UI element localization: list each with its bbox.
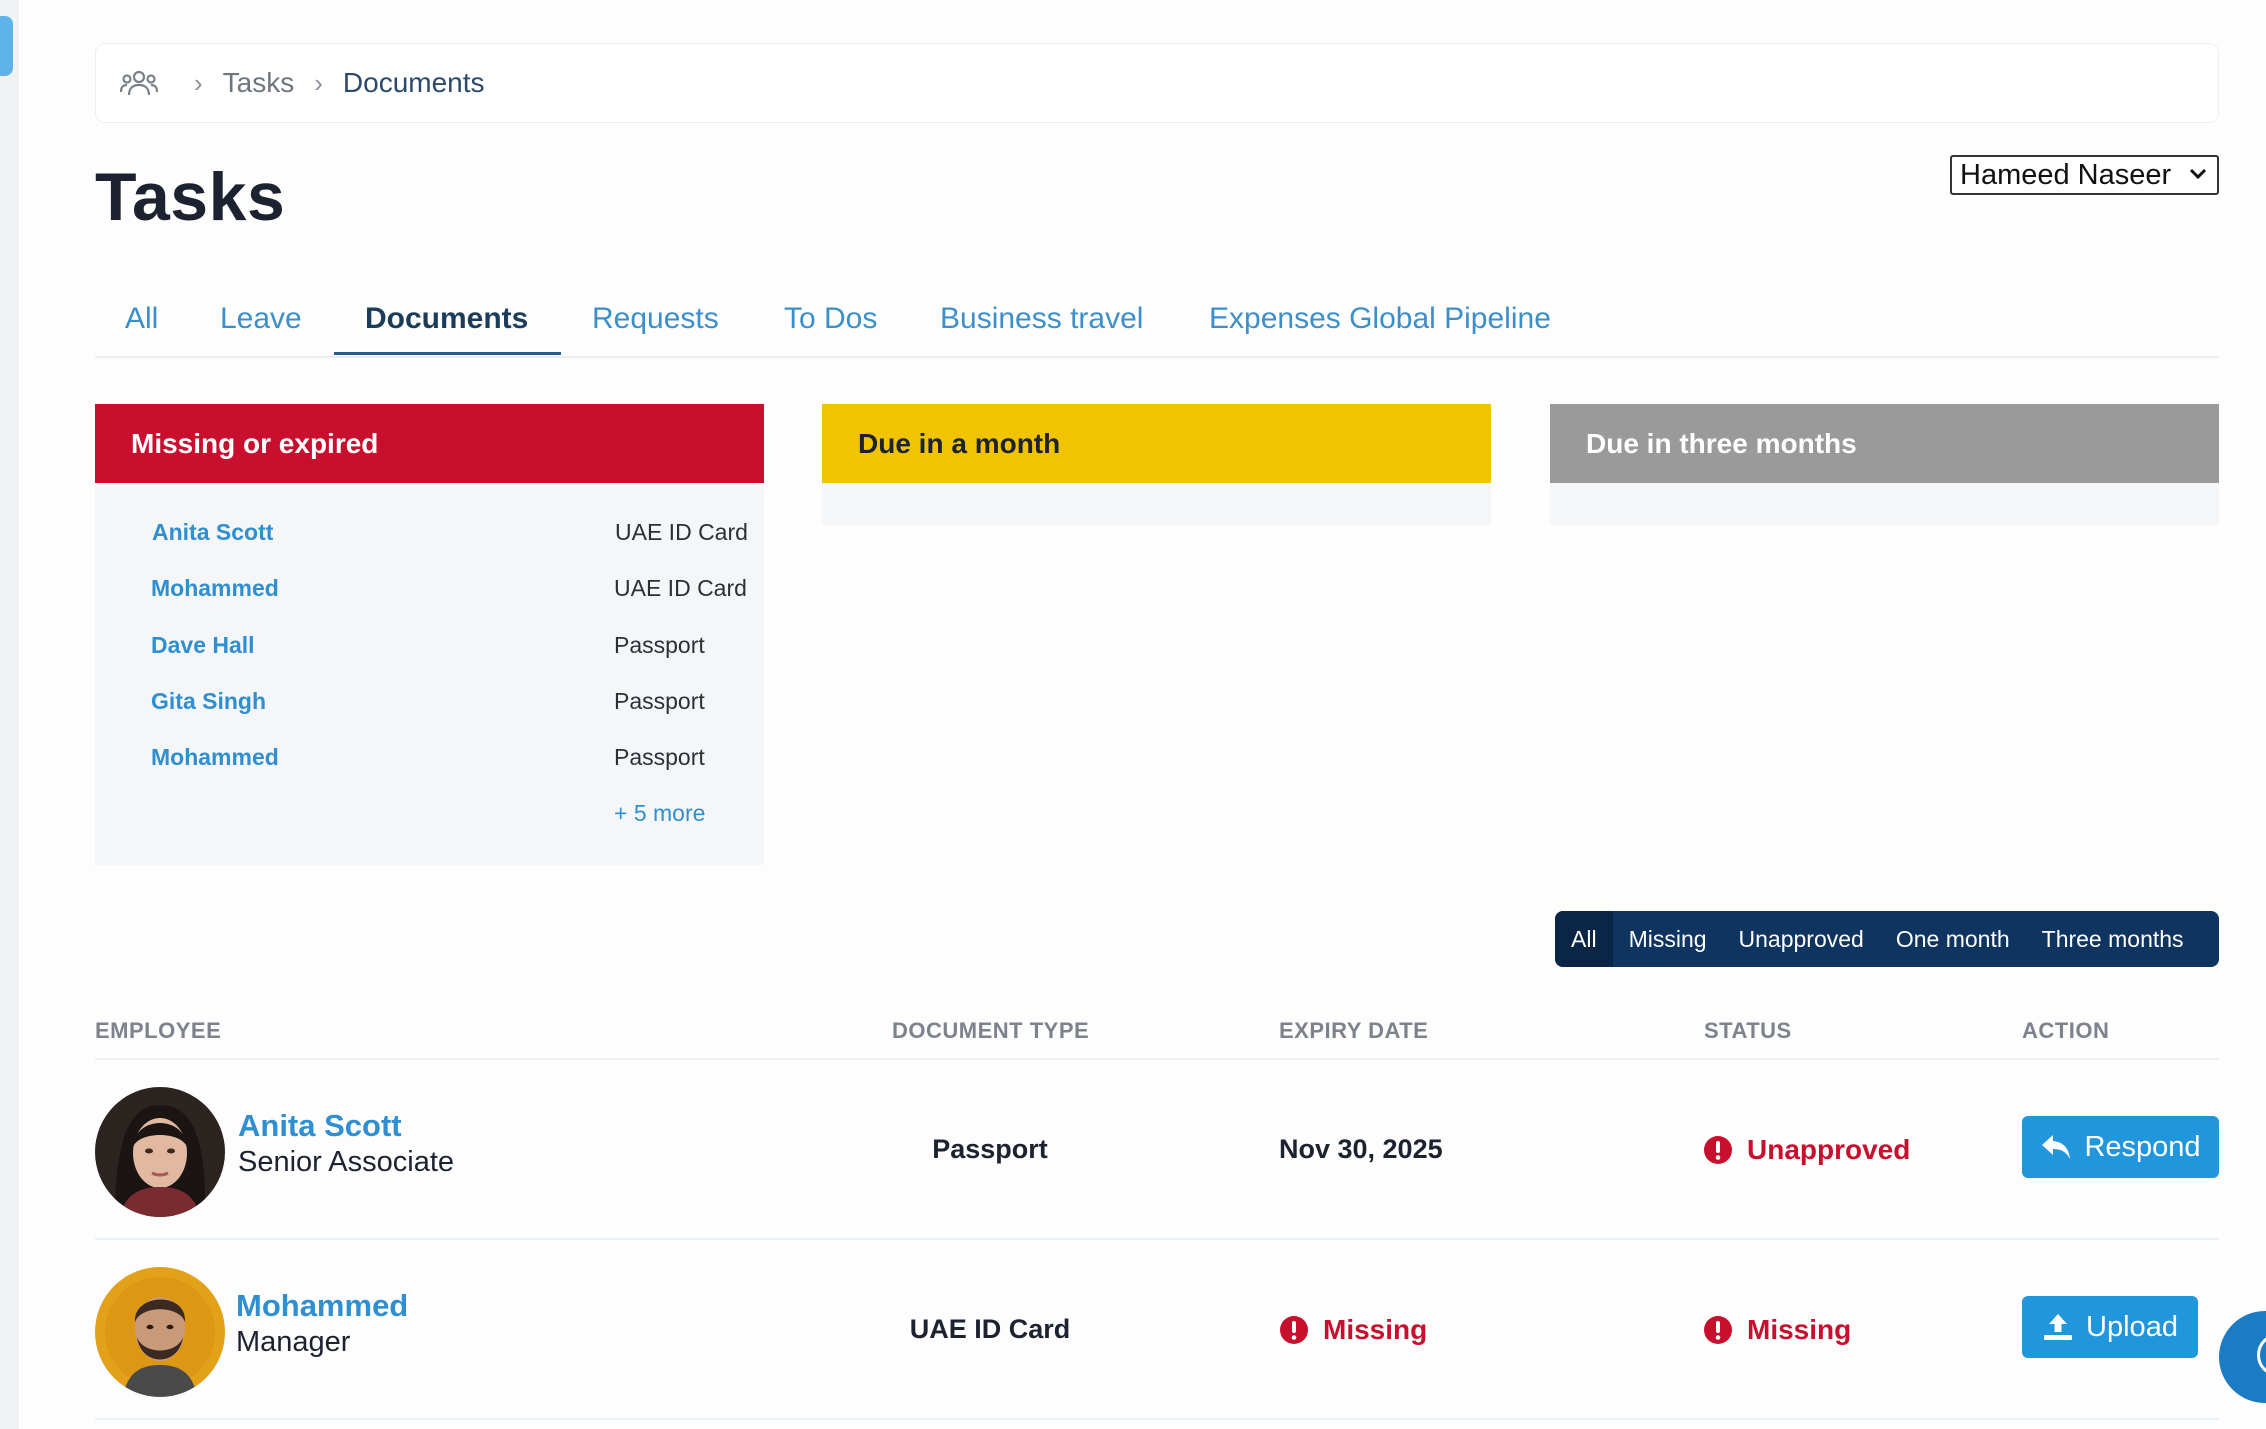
employee-link[interactable]: Gita Singh <box>151 688 266 714</box>
column-header-action: ACTION <box>2022 1018 2110 1043</box>
status-text: Unapproved <box>1747 1134 1911 1165</box>
status-text: Missing <box>1747 1314 1852 1345</box>
card-title: Due in three months <box>1550 404 2219 483</box>
employee-link[interactable]: Dave Hall <box>151 632 255 658</box>
user-select-value: Hameed Naseer <box>1960 158 2172 191</box>
avatar <box>95 1087 225 1217</box>
document-type-cell: UAE ID Card <box>909 1314 1071 1344</box>
alert-circle-icon <box>1280 1316 1308 1344</box>
filter-three-months-button[interactable]: Three months <box>2041 925 2184 952</box>
breadcrumb-item-documents: Documents <box>342 67 485 98</box>
help-icon: ? <box>2257 1333 2266 1377</box>
employee-link[interactable]: Mohammed <box>151 575 279 601</box>
list-item: Anita Scott UAE ID Card <box>95 519 764 559</box>
column-header-document-type: DOCUMENT TYPE <box>892 1018 1090 1043</box>
card-title: Missing or expired <box>95 404 764 483</box>
employee-role: Senior Associate <box>238 1146 455 1178</box>
tab-all[interactable]: All <box>125 302 159 335</box>
filter-one-month-button[interactable]: One month <box>1895 925 2010 952</box>
tab-bar: All Leave Documents Requests To Dos Busi… <box>95 292 2219 358</box>
respond-button[interactable]: Respond <box>2022 1116 2219 1178</box>
filter-missing-button[interactable]: Missing <box>1628 925 1707 952</box>
tab-expenses-global-pipeline[interactable]: Expenses Global Pipeline <box>1209 302 1551 335</box>
document-type: Passport <box>614 744 705 770</box>
reply-icon <box>2042 1135 2071 1159</box>
status-badge: Missing <box>1703 1314 1851 1346</box>
upload-icon <box>2044 1314 2073 1340</box>
avatar <box>95 1267 225 1397</box>
expiry-status-badge: Missing <box>1279 1314 1427 1346</box>
employee-name-link[interactable]: Mohammed <box>236 1288 409 1323</box>
document-type: UAE ID Card <box>614 575 747 601</box>
breadcrumb-item-tasks[interactable]: Tasks <box>222 67 295 98</box>
upload-button-label: Upload <box>2086 1310 2178 1343</box>
document-type-cell: Passport <box>932 1134 1048 1164</box>
document-type: Passport <box>614 632 705 658</box>
expiry-status-text: Missing <box>1323 1314 1428 1345</box>
column-header-employee: EMPLOYEE <box>95 1018 222 1043</box>
alert-circle-icon <box>1704 1136 1732 1164</box>
due-in-a-month-card: Due in a month <box>822 404 1491 525</box>
table-row: Mohammed Manager UAE ID Card Missing Mis… <box>95 1240 2219 1420</box>
status-filter-bar: All Missing Unapproved One month Three m… <box>1555 911 2219 967</box>
column-header-status: STATUS <box>1704 1018 1792 1043</box>
table-header: EMPLOYEE DOCUMENT TYPE EXPIRY DATE STATU… <box>95 1010 2219 1060</box>
card-title: Due in a month <box>822 404 1491 483</box>
employee-name-link[interactable]: Anita Scott <box>238 1108 402 1143</box>
list-item: Gita Singh Passport <box>95 688 764 728</box>
documents-table: EMPLOYEE DOCUMENT TYPE EXPIRY DATE STATU… <box>95 1010 2219 1420</box>
active-tab-indicator <box>334 352 561 355</box>
table-row: Anita Scott Senior Associate Passport No… <box>95 1060 2219 1240</box>
help-button[interactable]: ? <box>2219 1311 2266 1403</box>
expiry-date-cell: Nov 30, 2025 <box>1279 1134 1443 1164</box>
list-item: Mohammed UAE ID Card <box>95 575 764 615</box>
tab-business-travel[interactable]: Business travel <box>940 302 1144 335</box>
page-title: Tasks <box>95 159 286 235</box>
status-badge: Unapproved <box>1703 1134 1910 1166</box>
alert-circle-icon <box>1704 1316 1732 1344</box>
employee-role: Manager <box>236 1326 351 1358</box>
chevron-right-icon: › <box>314 67 323 98</box>
employee-link[interactable]: Anita Scott <box>152 519 274 545</box>
document-type: UAE ID Card <box>615 519 748 545</box>
tab-requests[interactable]: Requests <box>592 302 719 335</box>
sidebar-toggle-tab[interactable] <box>0 16 13 76</box>
users-icon[interactable] <box>120 68 158 98</box>
respond-button-label: Respond <box>2084 1130 2201 1163</box>
chevron-down-icon <box>2189 168 2207 180</box>
card-body: Anita Scott UAE ID Card Mohammed UAE ID … <box>95 483 764 865</box>
missing-or-expired-card: Missing or expired Anita Scott UAE ID Ca… <box>95 404 764 865</box>
card-body <box>822 483 1491 525</box>
left-sidebar-strip <box>0 0 19 1429</box>
document-type: Passport <box>614 688 705 714</box>
column-header-expiry-date: EXPIRY DATE <box>1279 1018 1429 1043</box>
employee-link[interactable]: Mohammed <box>151 744 279 770</box>
list-item: Mohammed Passport <box>95 744 764 784</box>
breadcrumb: › Tasks › Documents <box>95 43 2219 123</box>
tab-leave[interactable]: Leave <box>220 302 302 335</box>
tab-to-dos[interactable]: To Dos <box>784 302 878 335</box>
show-more-link[interactable]: + 5 more <box>614 800 706 826</box>
tab-documents[interactable]: Documents <box>365 302 529 335</box>
filter-all-button[interactable]: All <box>1555 911 1613 967</box>
filter-unapproved-button[interactable]: Unapproved <box>1738 925 1864 952</box>
upload-button[interactable]: Upload <box>2022 1296 2198 1358</box>
main-content: › Tasks › Documents Tasks Hameed Naseer … <box>19 0 2266 1429</box>
chevron-right-icon: › <box>194 67 203 98</box>
card-body <box>1550 483 2219 525</box>
due-in-three-months-card: Due in three months <box>1550 404 2219 525</box>
list-item: Dave Hall Passport <box>95 632 764 672</box>
user-select[interactable]: Hameed Naseer <box>1950 155 2219 195</box>
